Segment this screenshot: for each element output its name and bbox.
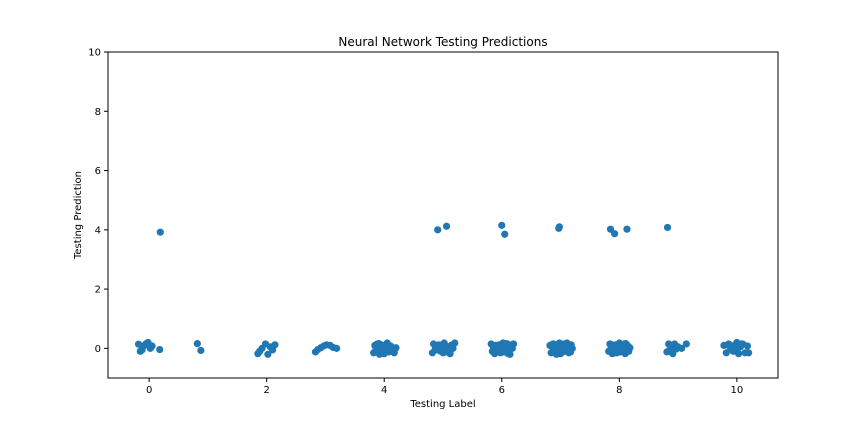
data-point: [611, 349, 619, 357]
data-point: [743, 342, 752, 350]
data-point: [271, 341, 279, 349]
data-point: [489, 342, 497, 350]
data-points: [134, 221, 753, 358]
x-tick-label: 0: [146, 385, 152, 396]
y-tick-label: 6: [95, 166, 101, 177]
y-tick-label: 10: [88, 48, 101, 59]
plot-area-frame: [107, 51, 779, 379]
data-point: [439, 349, 447, 357]
data-point: [726, 343, 734, 351]
x-tick-label: 2: [263, 385, 269, 396]
data-point: [264, 350, 272, 358]
data-point: [156, 228, 164, 236]
data-point: [622, 340, 630, 348]
y-tick-label: 8: [95, 107, 101, 118]
data-point: [737, 340, 746, 348]
data-point: [193, 340, 201, 348]
data-point: [156, 345, 164, 354]
data-point: [148, 342, 156, 350]
data-point: [682, 340, 690, 348]
y-axis-title: Testing Prediction: [73, 171, 84, 260]
data-point: [498, 221, 506, 229]
y-tick-label: 0: [95, 344, 101, 355]
data-point: [495, 347, 503, 355]
data-point: [566, 348, 575, 356]
x-tick-label: 4: [381, 385, 387, 396]
data-point: [663, 223, 672, 232]
data-point: [608, 341, 616, 349]
data-point: [552, 350, 561, 358]
data-point: [501, 230, 509, 238]
data-point: [745, 349, 753, 357]
data-point: [732, 346, 740, 354]
data-point: [678, 344, 686, 352]
data-point: [506, 345, 515, 353]
data-point: [446, 350, 454, 358]
data-point: [378, 342, 386, 351]
y-tick-label: 4: [95, 225, 101, 236]
data-point: [437, 341, 445, 349]
data-point: [555, 223, 563, 231]
x-tick-label: 10: [730, 385, 743, 396]
data-point: [442, 222, 451, 230]
data-point: [559, 346, 568, 354]
y-tick-label: 2: [95, 285, 101, 296]
x-tick-label: 8: [616, 385, 622, 396]
data-point: [563, 339, 571, 347]
data-point: [502, 340, 510, 348]
axes: 0 2 4 6 8 10 0 2 4 6 8 10: [88, 48, 743, 397]
data-point: [333, 344, 341, 352]
data-point: [382, 347, 391, 355]
x-tick-label: 6: [499, 385, 505, 396]
chart-title: Neural Network Testing Predictions: [338, 35, 547, 49]
data-point: [611, 230, 619, 238]
data-point: [134, 340, 143, 348]
data-point: [623, 225, 631, 233]
data-point: [549, 340, 557, 348]
data-point: [434, 226, 442, 234]
data-point: [392, 344, 400, 352]
x-axis-title: Testing Label: [409, 399, 475, 410]
data-point: [448, 341, 457, 349]
data-point: [618, 347, 626, 355]
data-point: [722, 349, 730, 357]
data-point: [197, 346, 205, 355]
